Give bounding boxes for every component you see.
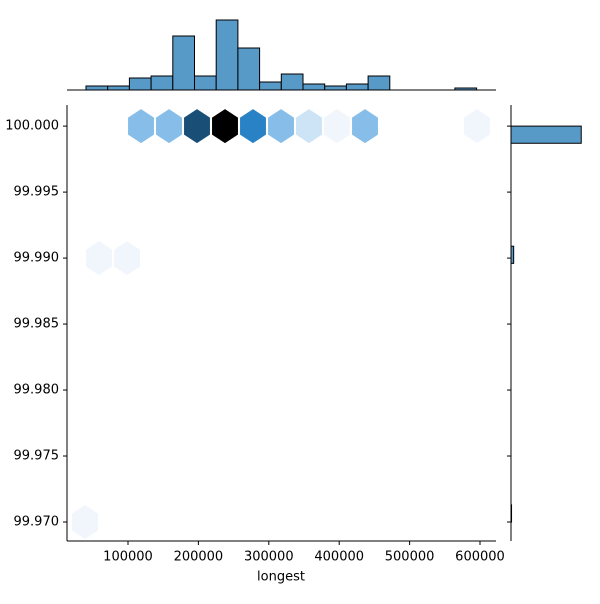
hexbin-cell	[114, 241, 140, 276]
top-hist-bar	[194, 75, 217, 91]
top-hist-bar	[454, 87, 478, 91]
top-hist-bar	[367, 75, 391, 91]
x-axis-label: longest	[257, 570, 305, 585]
top-hist-bar	[259, 81, 282, 91]
right-hist-bar	[510, 245, 515, 264]
y-tick-label: 99.985	[14, 317, 60, 332]
top-hist-bar	[128, 77, 152, 91]
y-tick-label: 99.990	[14, 251, 60, 266]
top-hist-bar	[302, 83, 326, 91]
top-hist-bar	[107, 85, 130, 91]
right-hist-bar	[510, 504, 513, 523]
top-hist-bar	[280, 73, 304, 91]
y-tick-label: 99.980	[14, 383, 60, 398]
top-hist-bar	[215, 19, 239, 91]
right-hist-bar	[510, 125, 582, 144]
hexbin-cell	[464, 109, 490, 144]
x-tick-label: 500000	[385, 550, 435, 565]
hexbin-cell	[212, 109, 238, 144]
y-tick-label: 100.000	[5, 119, 59, 134]
hexbin-cell	[324, 109, 350, 144]
hexbin-cell	[240, 109, 266, 144]
hexbin-cell	[352, 109, 378, 144]
hexbin-cell	[296, 109, 322, 144]
y-tick-label: 99.975	[14, 449, 60, 464]
y-tick-label: 99.995	[14, 185, 60, 200]
x-tick-label: 100000	[103, 550, 153, 565]
x-tick-label: 300000	[244, 550, 294, 565]
hexbin-cell	[184, 109, 210, 144]
hexbin-cell	[156, 109, 182, 144]
y-tick-label: 99.970	[14, 514, 60, 529]
x-tick-label: 400000	[314, 550, 364, 565]
hexbin-cell	[268, 109, 294, 144]
x-tick-label: 200000	[174, 550, 224, 565]
top-hist-bar	[150, 75, 174, 91]
top-hist-bar	[172, 35, 196, 91]
x-tick-label: 600000	[455, 550, 505, 565]
top-hist-bar	[324, 85, 347, 91]
hexbin-cell	[72, 505, 98, 539]
top-hist-bar	[85, 85, 109, 91]
top-hist-bar	[345, 83, 369, 91]
hexbin-cell	[128, 109, 154, 144]
hexbin-cell	[86, 241, 112, 276]
top-hist-bar	[237, 47, 261, 91]
